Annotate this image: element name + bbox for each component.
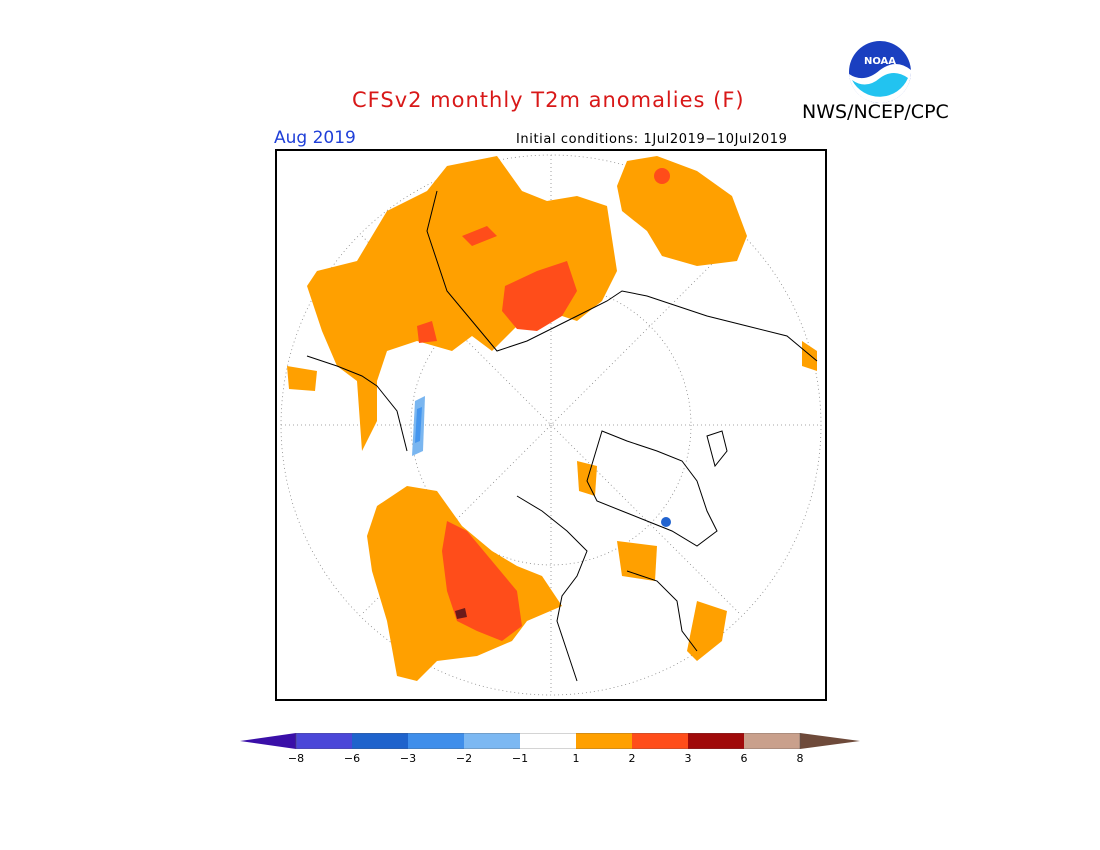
- colorbar-tick-label: −8: [287, 752, 305, 765]
- colorbar-bin: [576, 733, 632, 749]
- chart-title: CFSv2 monthly T2m anomalies (F): [352, 88, 745, 112]
- latitude-circle: [410, 284, 692, 566]
- colorbar-tick-label: −1: [511, 752, 529, 765]
- colorbar-tick-label: −2: [455, 752, 473, 765]
- colorbar-arrow-high: [800, 733, 860, 749]
- anomaly-region-greenland-cool: [415, 407, 422, 443]
- initial-conditions-label: Initial conditions: 1Jul2019−10Jul2019: [516, 132, 788, 147]
- colorbar-tick-label: 6: [740, 752, 748, 765]
- polar-map-canvas: [280, 154, 822, 696]
- anomaly-region-warm-patch: [287, 366, 317, 391]
- anomaly-region-warm-patch: [802, 341, 817, 371]
- anomaly-region-warm-patch: [617, 541, 657, 581]
- colorbar-tick-label: 1: [572, 752, 580, 765]
- anomaly-region-siberia-strong: [462, 226, 497, 246]
- organization-label: NWS/NCEP/CPC: [802, 101, 949, 123]
- colorbar-bin: [352, 733, 408, 749]
- forecast-period: Aug 2019: [274, 128, 356, 148]
- colorbar-bin: [464, 733, 520, 749]
- colorbar-bin: [632, 733, 688, 749]
- colorbar-tick-label: −3: [399, 752, 417, 765]
- colorbar-bin: [744, 733, 800, 749]
- colorbar-bin: [520, 733, 576, 749]
- anomaly-region-europe-strong: [654, 168, 670, 184]
- colorbar-tick-label: 2: [628, 752, 636, 765]
- colorbar-bin: [688, 733, 744, 749]
- latitude-circle: [280, 154, 822, 696]
- anomaly-region-north-america-extreme: [455, 608, 467, 619]
- colorbar-arrow-low: [240, 733, 296, 749]
- svg-text:NOAA: NOAA: [864, 56, 896, 67]
- polar-map: [275, 149, 827, 701]
- colorbar-bin: [408, 733, 464, 749]
- anomaly-region-cool-spot: [661, 517, 671, 527]
- anomaly-region-warm-patch: [687, 601, 727, 661]
- anomaly-region-warm-patch: [577, 461, 597, 496]
- coastlines: [306, 190, 818, 682]
- colorbar-bin: [296, 733, 352, 749]
- anomaly-region-siberia-strong: [502, 261, 577, 331]
- anomaly-region-siberia-strong: [417, 321, 437, 343]
- colorbar: [240, 733, 860, 749]
- noaa-logo: NOAA: [849, 41, 912, 104]
- anomaly-region-eurasia: [307, 156, 617, 451]
- colorbar-tick-label: 3: [684, 752, 692, 765]
- colorbar-tick-label: 8: [796, 752, 804, 765]
- colorbar-tick-label: −6: [343, 752, 361, 765]
- anomaly-region-europe: [617, 156, 747, 266]
